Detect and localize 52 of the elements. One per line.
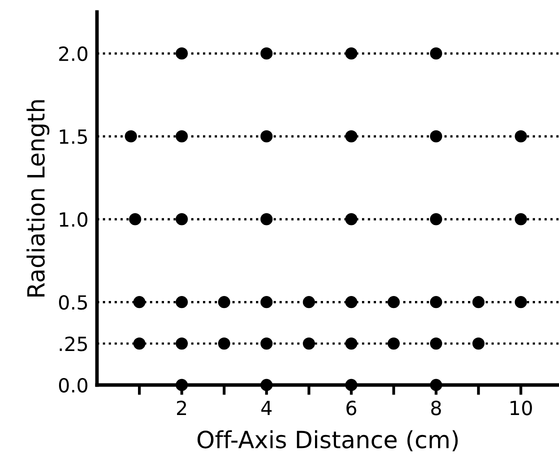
point	[430, 337, 442, 350]
point	[430, 378, 442, 392]
point	[388, 337, 400, 350]
y-tick-label: 1.5	[60, 130, 87, 144]
point	[345, 296, 358, 308]
point	[176, 378, 188, 392]
x-tick-label: 8	[431, 400, 441, 416]
point	[260, 296, 273, 308]
point	[514, 213, 527, 226]
point	[472, 337, 485, 350]
point	[345, 337, 358, 350]
point	[176, 47, 188, 60]
point	[514, 130, 527, 142]
y-axis-title: Radiation Length	[26, 100, 50, 296]
point	[430, 213, 442, 226]
point	[430, 130, 442, 142]
point	[260, 130, 273, 142]
point	[176, 213, 188, 226]
point	[218, 296, 230, 308]
point	[514, 296, 527, 308]
point	[345, 47, 358, 60]
point	[430, 296, 442, 308]
x-tick-label: 10	[510, 400, 532, 416]
point	[176, 130, 188, 142]
point	[218, 337, 230, 350]
x-axis-title: Off-Axis Distance (cm)	[198, 430, 458, 452]
x-tick-label: 2	[177, 400, 186, 416]
y-tick-label: 0.5	[59, 295, 87, 310]
point	[133, 337, 146, 350]
y-tick-label: .25	[60, 336, 87, 352]
point	[388, 296, 400, 308]
point	[176, 337, 188, 350]
point	[260, 378, 273, 392]
y-tick-label: 0.0	[59, 378, 88, 393]
y-tick-label: 2.0	[59, 46, 88, 62]
x-tick-label: 6	[346, 400, 356, 416]
point	[176, 296, 188, 308]
point	[345, 378, 358, 392]
point	[302, 337, 315, 350]
x-tick-label: 4	[261, 400, 272, 416]
point	[260, 47, 273, 60]
point	[302, 296, 315, 308]
point	[430, 47, 442, 60]
point	[260, 337, 273, 350]
point	[345, 213, 358, 226]
point	[472, 296, 485, 308]
point	[260, 213, 273, 226]
point	[124, 130, 137, 142]
point	[133, 296, 146, 308]
point	[345, 130, 358, 142]
y-tick-label: 1.0	[60, 212, 88, 227]
point	[129, 213, 142, 226]
